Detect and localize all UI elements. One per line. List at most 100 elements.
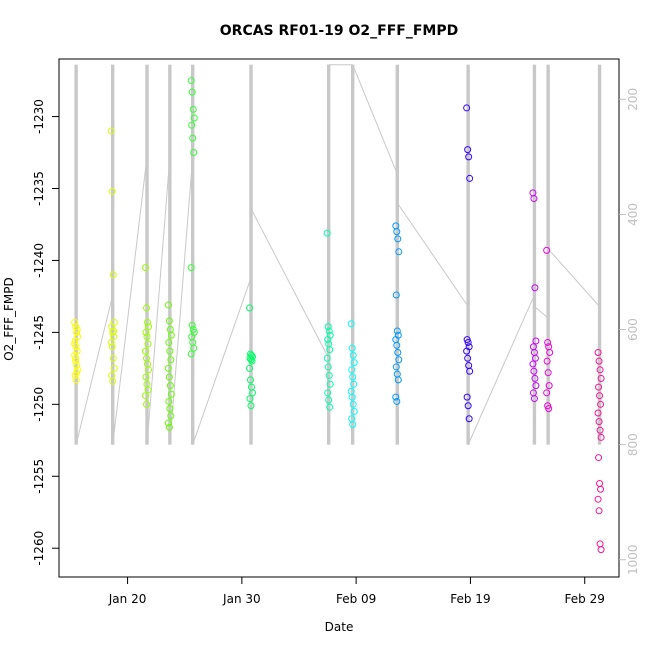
data-point bbox=[594, 349, 602, 357]
data-point bbox=[72, 357, 80, 365]
data-point bbox=[543, 246, 551, 254]
data-point bbox=[166, 405, 174, 413]
data-point bbox=[325, 327, 333, 335]
data-point bbox=[596, 540, 604, 548]
data-point bbox=[597, 400, 605, 408]
data-point bbox=[393, 327, 401, 335]
data-point bbox=[167, 331, 175, 339]
data-point bbox=[326, 380, 334, 388]
data-point bbox=[324, 389, 332, 397]
data-point bbox=[326, 346, 334, 354]
data-point bbox=[463, 347, 471, 355]
data-point bbox=[72, 354, 80, 362]
secondary-y-axis: 200 400 600 800 1000 bbox=[619, 88, 640, 575]
data-point bbox=[530, 367, 538, 375]
data-point bbox=[594, 409, 602, 417]
data-point bbox=[249, 389, 256, 397]
y-tick-label: -1235 bbox=[32, 171, 46, 206]
data-point bbox=[142, 347, 149, 355]
data-point bbox=[595, 383, 603, 391]
altitude-connector-line bbox=[547, 248, 600, 307]
data-point bbox=[110, 327, 118, 335]
data-point bbox=[73, 361, 81, 369]
data-point bbox=[465, 153, 473, 161]
data-point bbox=[72, 376, 80, 384]
data-point bbox=[246, 395, 254, 403]
data-point bbox=[142, 264, 149, 272]
y-tick-label: -1250 bbox=[32, 387, 46, 422]
y-tick-label: -1240 bbox=[32, 243, 46, 278]
data-point bbox=[188, 121, 196, 129]
data-point bbox=[350, 380, 358, 388]
altitude-connector-line bbox=[250, 208, 330, 359]
data-point bbox=[188, 321, 196, 329]
x-axis: Jan 20 Jan 30 Feb 09 Feb 19 Feb 29 bbox=[108, 577, 605, 606]
data-point bbox=[187, 77, 195, 85]
y-axis: -1230 -1235 -1240 -1245 -1250 -1255 -1260 bbox=[32, 99, 59, 566]
altitude-connector-line bbox=[192, 277, 252, 445]
data-point bbox=[143, 333, 151, 341]
data-point bbox=[393, 228, 401, 236]
data-point bbox=[165, 423, 173, 431]
data-point bbox=[145, 366, 152, 374]
data-point bbox=[190, 149, 198, 157]
data-point bbox=[71, 318, 79, 326]
altitude-connector-line bbox=[396, 202, 469, 307]
x-tick-label: Feb 09 bbox=[336, 592, 376, 606]
data-point bbox=[167, 356, 175, 364]
data-point bbox=[596, 479, 604, 487]
data-point bbox=[325, 372, 333, 380]
data-point bbox=[545, 382, 553, 390]
y-tick-label: -1260 bbox=[32, 531, 46, 566]
data-point bbox=[392, 393, 400, 401]
data-point bbox=[597, 433, 605, 441]
data-point bbox=[165, 373, 173, 381]
data-point bbox=[189, 105, 197, 113]
data-point bbox=[109, 271, 117, 279]
data-point bbox=[597, 546, 605, 554]
data-point bbox=[347, 320, 355, 328]
y2-tick-label: 200 bbox=[626, 88, 640, 111]
data-point bbox=[348, 393, 356, 401]
data-point bbox=[73, 369, 81, 377]
data-point bbox=[596, 366, 604, 374]
data-point bbox=[167, 412, 175, 420]
data-point bbox=[595, 454, 603, 462]
data-point bbox=[165, 397, 173, 405]
data-point bbox=[247, 356, 255, 364]
y-tick-label: -1255 bbox=[32, 459, 46, 494]
data-point bbox=[108, 187, 116, 195]
data-point bbox=[464, 338, 472, 346]
data-point bbox=[530, 395, 538, 403]
data-point bbox=[246, 364, 253, 372]
data-point bbox=[323, 229, 331, 237]
data-point bbox=[110, 364, 118, 372]
data-point bbox=[326, 403, 334, 411]
data-point bbox=[463, 336, 471, 344]
data-point bbox=[530, 195, 538, 203]
data-point bbox=[393, 341, 401, 349]
data-point bbox=[395, 248, 403, 256]
y2-tick-label: 800 bbox=[626, 433, 640, 456]
x-tick-label: Jan 30 bbox=[222, 592, 261, 606]
data-point bbox=[144, 340, 152, 348]
data-point bbox=[349, 373, 357, 381]
y2-tick-label: 600 bbox=[626, 318, 640, 341]
data-point bbox=[142, 328, 150, 336]
data-point bbox=[167, 390, 175, 398]
data-point bbox=[544, 338, 552, 346]
x-tick-label: Feb 19 bbox=[450, 592, 490, 606]
data-point bbox=[544, 402, 552, 410]
data-point bbox=[466, 367, 474, 375]
data-point bbox=[596, 392, 604, 400]
data-point bbox=[348, 344, 356, 352]
data-point bbox=[596, 426, 604, 434]
data-point bbox=[394, 376, 402, 384]
data-point bbox=[394, 349, 402, 357]
data-point bbox=[529, 360, 537, 368]
data-point bbox=[324, 323, 332, 331]
data-point bbox=[349, 351, 357, 359]
altitude-connector-line bbox=[467, 294, 535, 445]
data-point bbox=[246, 304, 253, 312]
